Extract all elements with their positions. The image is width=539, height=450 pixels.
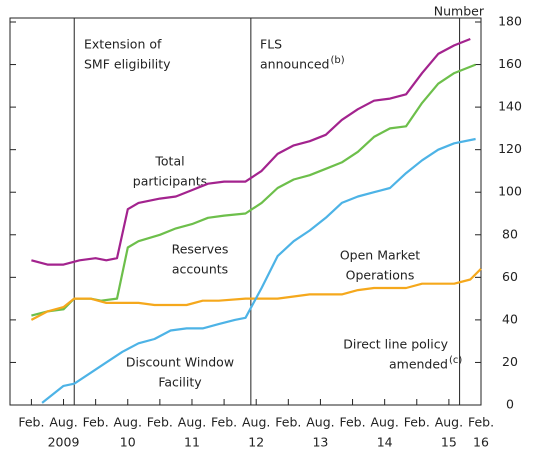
series-line xyxy=(41,137,476,404)
y-tick-label: 160 xyxy=(498,56,522,71)
annotation-text: Operations xyxy=(346,268,415,283)
annotation-text: FLS xyxy=(260,37,282,52)
annotation-text: Discount Window xyxy=(126,355,234,370)
x-tick-label: Feb. xyxy=(468,415,494,430)
annotation-text: SMF eligibility xyxy=(84,57,171,72)
plot-frame xyxy=(9,17,482,406)
x-tick-label: Aug. xyxy=(306,415,334,430)
year-label: 13 xyxy=(312,435,328,450)
x-tick-label: Aug. xyxy=(178,415,206,430)
year-label: 2009 xyxy=(48,435,80,450)
year-label: 15 xyxy=(441,435,457,450)
annotation-text: Facility xyxy=(158,375,202,390)
annotation-text: Total xyxy=(154,154,184,169)
y-tick-label: 60 xyxy=(502,269,518,284)
series-line xyxy=(30,268,482,321)
year-label: 16 xyxy=(473,435,489,450)
x-tick-label: Feb. xyxy=(83,415,109,430)
y-tick-label: 100 xyxy=(498,184,522,199)
annotation-text: participants xyxy=(133,174,207,189)
y-axis-label: Number xyxy=(434,4,485,19)
annotation-text: Open Market xyxy=(340,248,420,263)
y-tick-label: 0 xyxy=(506,397,514,412)
y-tick-label: 120 xyxy=(498,141,522,156)
x-tick-label: Feb. xyxy=(339,415,365,430)
year-label: 10 xyxy=(120,435,136,450)
series-line xyxy=(31,37,471,266)
x-tick-label: Feb. xyxy=(275,415,301,430)
y-tick-label: 140 xyxy=(498,99,522,114)
year-label: 11 xyxy=(184,435,200,450)
x-tick-label: Aug. xyxy=(435,415,463,430)
y-tick-label: 20 xyxy=(502,354,518,369)
x-tick-label: Feb. xyxy=(211,415,237,430)
year-label: 12 xyxy=(248,435,264,450)
y-tick-label: 80 xyxy=(502,226,518,241)
x-tick-label: Aug. xyxy=(114,415,142,430)
annotation-text: Reserves xyxy=(172,242,229,257)
annotation-text: Direct line policy xyxy=(343,337,448,352)
annotation-text: accounts xyxy=(172,262,228,277)
x-tick-label: Aug. xyxy=(370,415,398,430)
x-tick-label: Feb. xyxy=(404,415,430,430)
x-tick-label: Aug. xyxy=(242,415,270,430)
annotation-text: Extension of xyxy=(84,37,162,52)
y-tick-label: 180 xyxy=(498,14,522,29)
x-tick-label: Feb. xyxy=(18,415,44,430)
annotation-note: (b) xyxy=(331,55,345,66)
annotation-note: (c) xyxy=(449,355,462,366)
y-tick-label: 40 xyxy=(502,311,518,326)
x-tick-label: Aug. xyxy=(49,415,77,430)
year-label: 14 xyxy=(377,435,393,450)
x-tick-label: Feb. xyxy=(147,415,173,430)
annotation-text: announced xyxy=(260,57,330,72)
annotation-text: amended xyxy=(389,357,448,372)
